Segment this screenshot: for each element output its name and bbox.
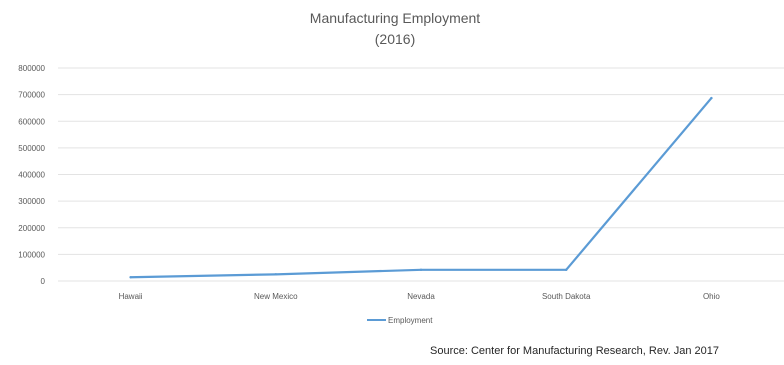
y-tick-label: 400000: [18, 171, 45, 180]
data-point-hawaii: [129, 276, 132, 279]
series-group: [129, 96, 713, 279]
chart-subtitle: (2016): [375, 31, 415, 47]
x-tick-label: Ohio: [703, 292, 720, 301]
y-tick-label: 200000: [18, 224, 45, 233]
legend-label-employment: Employment: [388, 316, 433, 325]
legend: Employment: [367, 316, 433, 325]
y-axis: 0 100000 200000 300000 400000 500000 600000 700…: [18, 64, 45, 286]
series-line-employment: [129, 96, 713, 279]
source-note: Source: Center for Manufacturing Researc…: [430, 345, 720, 357]
data-point-new-mexico: [274, 273, 277, 276]
y-tick-label: 700000: [18, 91, 45, 100]
data-point-south-dakota: [565, 268, 568, 272]
y-tick-label: 300000: [18, 197, 45, 206]
y-tick-label: 100000: [18, 250, 45, 259]
x-tick-label: New Mexico: [254, 292, 298, 301]
x-tick-label: South Dakota: [542, 292, 591, 301]
gridlines: [58, 67, 784, 282]
line-chart: Manufacturing Employment (2016) 0 100000 2…: [18, 10, 784, 325]
y-tick-label: 600000: [18, 117, 45, 126]
data-point-ohio: [710, 96, 713, 100]
x-tick-label: Hawaii: [119, 292, 143, 301]
y-tick-label: 500000: [18, 144, 45, 153]
y-tick-label: 800000: [18, 64, 45, 73]
x-axis: Hawaii New Mexico Nevada South Dakota Ohio: [119, 292, 721, 301]
data-point-nevada: [419, 268, 423, 272]
y-tick-label: 0: [41, 277, 46, 286]
x-tick-label: Nevada: [407, 292, 435, 301]
chart-title: Manufacturing Employment: [310, 10, 481, 26]
